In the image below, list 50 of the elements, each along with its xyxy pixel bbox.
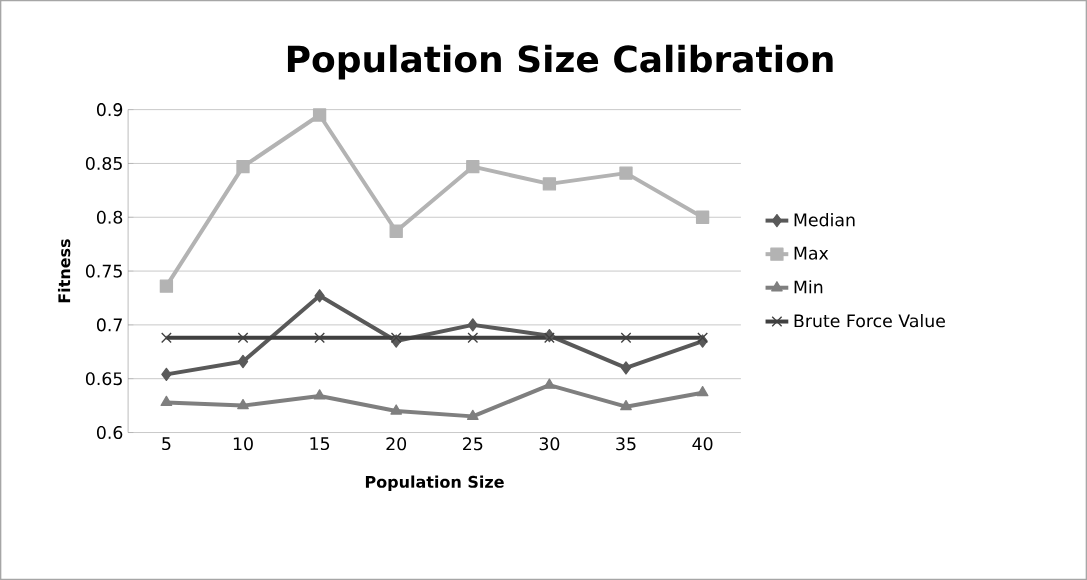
- x-tick-label: 40: [692, 437, 713, 451]
- point: [236, 159, 250, 174]
- point: [467, 332, 479, 344]
- point: [159, 279, 174, 293]
- x-axis-title: Population Size: [365, 475, 504, 491]
- point: [161, 332, 172, 344]
- point: [467, 318, 478, 332]
- point: [696, 385, 709, 397]
- point: [620, 361, 632, 375]
- point: [389, 224, 403, 238]
- chart-title: Population Size Calibration: [287, 44, 833, 80]
- point: [161, 367, 172, 381]
- x-tick-label: 15: [310, 437, 330, 451]
- point: [312, 108, 327, 122]
- legend-label: Median: [794, 212, 855, 227]
- y-tick-label: 0.6: [96, 425, 123, 440]
- legend-label: Brute Force Value: [794, 313, 945, 328]
- y-tick-label: 0.85: [85, 156, 122, 170]
- legend-label: Max: [794, 246, 829, 260]
- point: [620, 332, 632, 344]
- x-tick-label: 35: [616, 437, 636, 451]
- x-tick-label: 20: [386, 437, 407, 451]
- point: [695, 210, 710, 224]
- point: [620, 399, 632, 411]
- point: [160, 395, 173, 406]
- x-tick-label: 5: [162, 437, 171, 451]
- point: [390, 332, 402, 344]
- point: [697, 332, 708, 344]
- point: [314, 289, 325, 303]
- x-tick-label: 30: [539, 437, 560, 451]
- point: [237, 332, 249, 344]
- point: [237, 354, 249, 369]
- y-tick-label: 0.7: [96, 318, 122, 332]
- point: [619, 166, 633, 180]
- point: [237, 398, 249, 410]
- x-tick-label: 25: [463, 437, 483, 451]
- y-tick-label: 0.75: [85, 264, 122, 278]
- y-tick-label: 0.9: [96, 103, 123, 117]
- point: [542, 177, 557, 191]
- point: [390, 404, 403, 415]
- point: [313, 389, 326, 400]
- legend-label: Min: [794, 280, 823, 294]
- y-tick-label: 0.8: [96, 210, 123, 224]
- point: [466, 159, 480, 174]
- x-tick-label: 10: [233, 437, 253, 451]
- point: [544, 332, 555, 344]
- point: [466, 409, 479, 420]
- y-axis-title: Fitness: [57, 239, 71, 303]
- point: [314, 332, 325, 344]
- y-tick-label: 0.65: [85, 372, 122, 386]
